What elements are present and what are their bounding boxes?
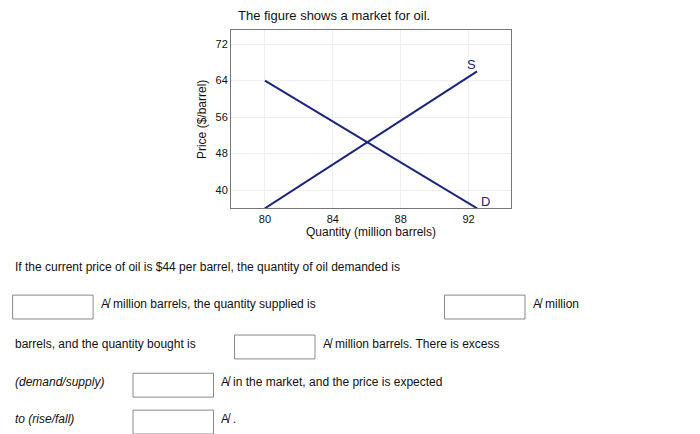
- svg-text:Quantity (million barrels): Quantity (million barrels): [306, 225, 436, 239]
- svg-text:(demand/supply): (demand/supply): [15, 375, 104, 389]
- svg-text:to (rise/fall): to (rise/fall): [15, 412, 74, 426]
- svg-text:88: 88: [395, 213, 407, 225]
- svg-text:84: 84: [327, 213, 339, 225]
- svg-text:If the current price of oil is: If the current price of oil is $44 per b…: [15, 260, 400, 274]
- svg-text:56: 56: [216, 111, 228, 123]
- svg-text:40: 40: [216, 184, 228, 196]
- svg-text:A̸: A̸: [101, 297, 111, 311]
- svg-text:.: .: [233, 412, 236, 426]
- svg-text:Price ($/barrel): Price ($/barrel): [195, 80, 209, 159]
- svg-text:S: S: [467, 57, 476, 72]
- svg-text:million: million: [545, 297, 579, 311]
- svg-text:million barrels. There is exce: million barrels. There is excess: [335, 337, 500, 351]
- svg-text:A̸: A̸: [221, 412, 231, 426]
- svg-text:D: D: [481, 194, 490, 209]
- svg-text:A̸: A̸: [323, 337, 333, 351]
- svg-text:barrels, and the quantity boug: barrels, and the quantity bought is: [15, 337, 196, 351]
- svg-text:A̸: A̸: [533, 297, 543, 311]
- svg-text:80: 80: [259, 213, 271, 225]
- svg-text:64: 64: [216, 74, 228, 86]
- svg-text:48: 48: [216, 147, 228, 159]
- svg-text:72: 72: [216, 38, 228, 50]
- svg-text:in the market, and the price i: in the market, and the price is expected: [233, 375, 442, 389]
- svg-text:92: 92: [462, 213, 474, 225]
- svg-text:The figure shows a market for: The figure shows a market for oil.: [238, 8, 430, 23]
- svg-text:A̸: A̸: [221, 375, 231, 389]
- svg-text:million barrels, the quantity: million barrels, the quantity supplied i…: [113, 297, 316, 311]
